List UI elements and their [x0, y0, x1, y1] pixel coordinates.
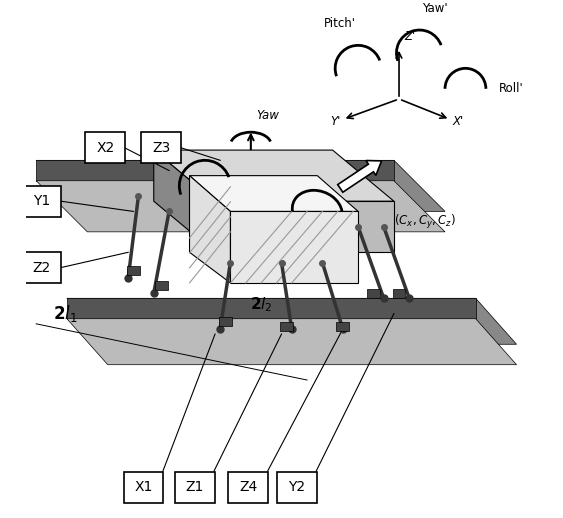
Polygon shape	[67, 319, 516, 365]
Polygon shape	[154, 150, 215, 252]
Text: $\mathbf{2\it{l}_1}$: $\mathbf{2\it{l}_1}$	[52, 303, 77, 324]
Text: Z4: Z4	[239, 480, 257, 494]
Text: Roll': Roll'	[499, 82, 524, 95]
Polygon shape	[230, 211, 358, 283]
Text: X: X	[305, 218, 314, 231]
Text: Z': Z'	[404, 30, 415, 43]
Polygon shape	[154, 150, 394, 201]
Text: Z3: Z3	[153, 140, 171, 154]
Text: Pitch': Pitch'	[324, 17, 356, 30]
Bar	[127, 266, 140, 275]
Polygon shape	[215, 201, 394, 252]
Bar	[280, 322, 293, 331]
Polygon shape	[190, 176, 358, 211]
Text: Pitch: Pitch	[157, 165, 186, 178]
Polygon shape	[67, 298, 516, 344]
Text: Y1: Y1	[33, 194, 50, 208]
FancyBboxPatch shape	[175, 472, 215, 502]
FancyBboxPatch shape	[21, 252, 61, 283]
FancyBboxPatch shape	[277, 472, 317, 502]
FancyBboxPatch shape	[229, 472, 268, 502]
Text: Y2: Y2	[288, 480, 305, 494]
Text: Z2: Z2	[32, 261, 51, 275]
FancyBboxPatch shape	[141, 132, 181, 163]
Text: Y: Y	[193, 218, 201, 231]
Text: X2: X2	[96, 140, 114, 154]
Text: Roll: Roll	[328, 208, 349, 221]
FancyBboxPatch shape	[21, 186, 61, 217]
Text: $\mathbf{2\it{l}_2}$: $\mathbf{2\it{l}_2}$	[250, 295, 272, 314]
Bar	[367, 289, 380, 298]
Text: Y': Y'	[330, 116, 341, 128]
Text: Yaw': Yaw'	[422, 2, 448, 15]
Bar	[337, 322, 349, 331]
Polygon shape	[36, 160, 394, 181]
Text: Z1: Z1	[185, 480, 204, 494]
Text: Yaw: Yaw	[256, 109, 279, 122]
Bar	[219, 316, 232, 326]
Text: $(C_x, C_y, C_z)$: $(C_x, C_y, C_z)$	[394, 212, 456, 231]
Polygon shape	[67, 298, 476, 319]
Text: Z: Z	[237, 154, 245, 167]
Polygon shape	[36, 160, 445, 211]
Bar	[155, 281, 168, 290]
Bar	[392, 289, 405, 298]
FancyBboxPatch shape	[85, 132, 125, 163]
Text: X': X'	[452, 116, 463, 128]
Polygon shape	[190, 176, 230, 283]
Polygon shape	[36, 181, 445, 232]
FancyArrow shape	[338, 161, 382, 192]
FancyBboxPatch shape	[124, 472, 163, 502]
Text: X1: X1	[135, 480, 153, 494]
